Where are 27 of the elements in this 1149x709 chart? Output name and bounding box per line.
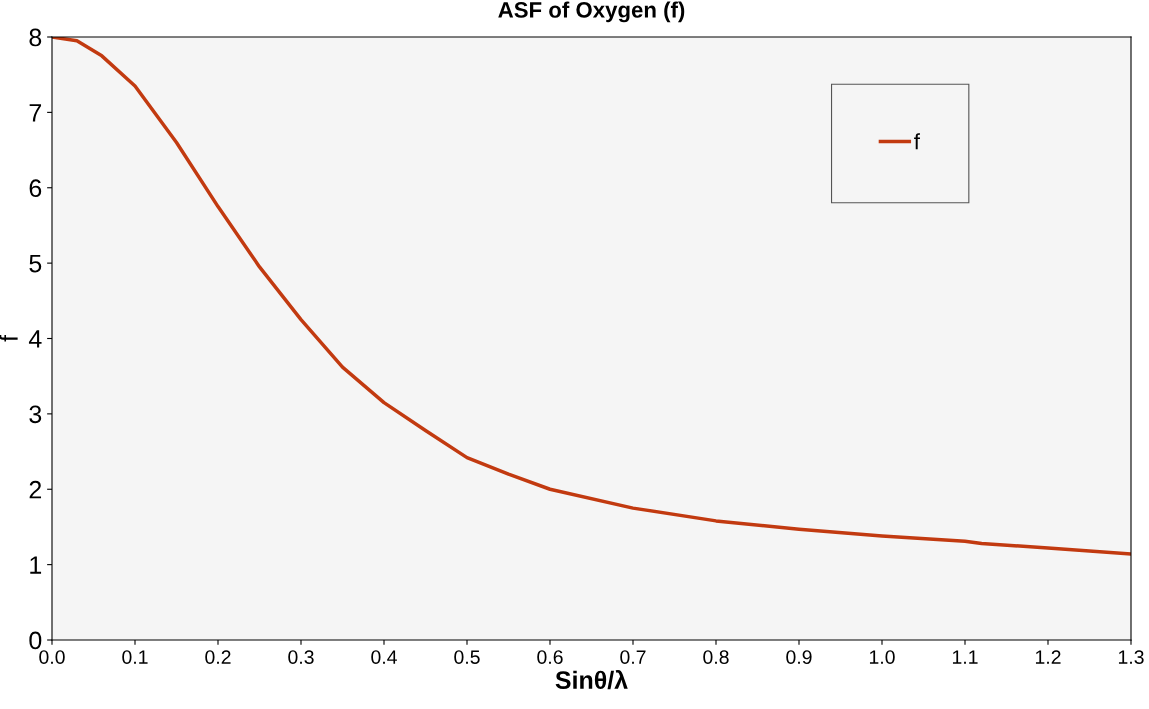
y-tick-label: 1 bbox=[30, 556, 42, 574]
y-axis-title: f bbox=[0, 334, 18, 342]
y-tick-label: 4 bbox=[28, 330, 42, 348]
x-tick-label: 0.9 bbox=[786, 650, 812, 664]
x-tick-label: 0.5 bbox=[454, 650, 480, 664]
x-axis-title: Sinθ/λ bbox=[555, 669, 628, 690]
x-tick-label: 1.1 bbox=[952, 650, 978, 664]
y-tick-label: 3 bbox=[29, 405, 42, 424]
x-tick-label: 0.3 bbox=[288, 650, 314, 664]
x-tick-label: 0.2 bbox=[205, 650, 231, 664]
y-tick-label: 0 bbox=[29, 631, 42, 650]
legend-label: f bbox=[914, 133, 920, 150]
x-tick-label: 1.3 bbox=[1118, 650, 1144, 664]
x-tick-label: 0.7 bbox=[620, 650, 646, 664]
y-tick-label: 7 bbox=[29, 104, 42, 122]
x-tick-label: 0.6 bbox=[537, 650, 563, 664]
x-tick-label: 0.1 bbox=[122, 650, 148, 664]
x-tick-label: 0.0 bbox=[39, 650, 65, 664]
x-tick-label: 0.8 bbox=[703, 650, 729, 664]
chart-title: ASF of Oxygen (f) bbox=[498, 1, 685, 23]
y-tick-label: 8 bbox=[29, 28, 42, 47]
y-tick-label: 6 bbox=[29, 179, 42, 198]
y-tick-label: 5 bbox=[29, 254, 42, 273]
x-tick-label: 0.4 bbox=[371, 650, 397, 664]
y-tick-label: 2 bbox=[29, 480, 42, 499]
x-tick-label: 1.0 bbox=[869, 650, 895, 664]
x-tick-label: 1.2 bbox=[1035, 650, 1061, 664]
